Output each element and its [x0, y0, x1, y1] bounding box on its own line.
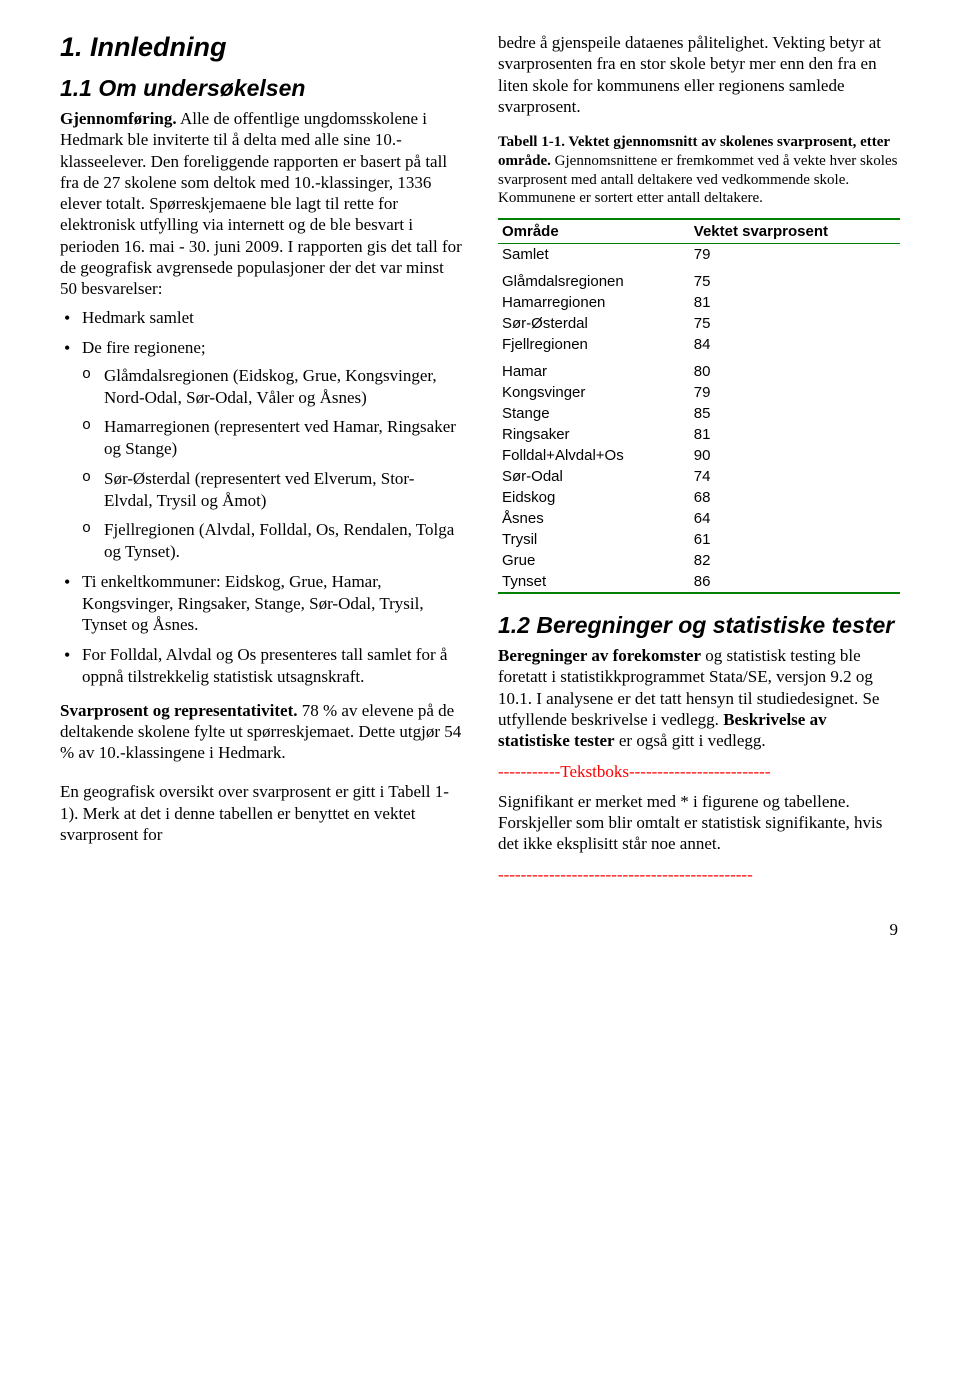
para-calc-rest2: er også gitt i vedlegg. [615, 731, 766, 750]
table-cell-area: Folldal+Alvdal+Os [498, 445, 690, 466]
bullet-item: For Folldal, Alvdal og Os presenteres ta… [60, 644, 462, 688]
sub-bullet-list: Glåmdalsregionen (Eidskog, Grue, Kongsvi… [82, 365, 462, 563]
sub-bullet-item: Fjellregionen (Alvdal, Folldal, Os, Rend… [82, 519, 462, 563]
table-cell-area: Kongsvinger [498, 382, 690, 403]
paragraph-overview: En geografisk oversikt over svarprosent … [60, 781, 462, 845]
sub-bullet-item: Glåmdalsregionen (Eidskog, Grue, Kongsvi… [82, 365, 462, 409]
table-row: Folldal+Alvdal+Os90 [498, 445, 900, 466]
para-calc-bold: Beregninger av forekomster [498, 646, 701, 665]
table-row: Sør-Østerdal75 [498, 313, 900, 334]
table-body: Samlet79Glåmdalsregionen75Hamarregionen8… [498, 244, 900, 594]
para-lead-bold: Gjennomføring. [60, 109, 177, 128]
table-cell-value: 86 [690, 571, 900, 593]
table-row: Åsnes64 [498, 508, 900, 529]
table-cell-area: Sør-Østerdal [498, 313, 690, 334]
table-row: Stange85 [498, 403, 900, 424]
table-cell-value: 68 [690, 487, 900, 508]
heading-1-1: 1.1 Om undersøkelsen [60, 75, 462, 102]
table-cell-area: Glåmdalsregionen [498, 271, 690, 292]
table-header-row: Område Vektet svarprosent [498, 219, 900, 244]
table-cell-area: Samlet [498, 244, 690, 272]
table-cell-value: 74 [690, 466, 900, 487]
bullet-list: Hedmark samlet De fire regionene; Glåmda… [60, 307, 462, 687]
red-divider-top: -----------Tekstboks--------------------… [498, 761, 900, 782]
table-cell-area: Tynset [498, 571, 690, 593]
table-row: Ringsaker81 [498, 424, 900, 445]
page-number: 9 [60, 920, 900, 940]
table-cell-area: Trysil [498, 529, 690, 550]
table-cell-value: 64 [690, 508, 900, 529]
response-table: Område Vektet svarprosent Samlet79Glåmda… [498, 218, 900, 594]
table-header-area: Område [498, 219, 690, 244]
para-response-bold: Svarprosent og representativitet. [60, 701, 298, 720]
table-cell-area: Åsnes [498, 508, 690, 529]
bullet-text: De fire regionene; [82, 338, 206, 357]
bullet-item: Ti enkeltkommuner: Eidskog, Grue, Hamar,… [60, 571, 462, 636]
table-cell-area: Fjellregionen [498, 334, 690, 361]
table-cell-value: 90 [690, 445, 900, 466]
table-row: Glåmdalsregionen75 [498, 271, 900, 292]
table-cell-area: Stange [498, 403, 690, 424]
bullet-item: De fire regionene; Glåmdalsregionen (Eid… [60, 337, 462, 563]
table-row: Tynset86 [498, 571, 900, 593]
table-cell-value: 81 [690, 292, 900, 313]
paragraph-weighting: bedre å gjenspeile dataenes pålitelighet… [498, 32, 900, 117]
table-row: Trysil61 [498, 529, 900, 550]
table-cell-area: Ringsaker [498, 424, 690, 445]
table-cell-value: 84 [690, 334, 900, 361]
table-cell-value: 85 [690, 403, 900, 424]
bullet-item: Hedmark samlet [60, 307, 462, 329]
red-divider-bottom: ----------------------------------------… [498, 864, 900, 885]
caption-rest: Gjennomsnittene er fremkommet ved å vekt… [498, 153, 897, 207]
sub-bullet-item: Hamarregionen (representert ved Hamar, R… [82, 416, 462, 460]
table-row: Eidskog68 [498, 487, 900, 508]
table-cell-value: 80 [690, 361, 900, 382]
table-cell-area: Sør-Odal [498, 466, 690, 487]
table-row: Samlet79 [498, 244, 900, 272]
paragraph-response: Svarprosent og representativitet. 78 % a… [60, 700, 462, 764]
right-column: bedre å gjenspeile dataenes pålitelighet… [498, 32, 900, 894]
table-cell-value: 79 [690, 382, 900, 403]
table-cell-value: 82 [690, 550, 900, 571]
table-cell-area: Eidskog [498, 487, 690, 508]
table-cell-value: 61 [690, 529, 900, 550]
table-row: Fjellregionen84 [498, 334, 900, 361]
heading-1: 1. Innledning [60, 32, 462, 63]
paragraph-intro: Gjennomføring. Alle de offentlige ungdom… [60, 108, 462, 299]
table-row: Hamar80 [498, 361, 900, 382]
two-column-layout: 1. Innledning 1.1 Om undersøkelsen Gjenn… [60, 32, 900, 894]
para-lead-rest: Alle de offentlige ungdomsskolene i Hedm… [60, 109, 462, 298]
table-row: Sør-Odal74 [498, 466, 900, 487]
table-cell-area: Grue [498, 550, 690, 571]
paragraph-calculations: Beregninger av forekomster og statistisk… [498, 645, 900, 751]
table-row: Grue82 [498, 550, 900, 571]
table-header-value: Vektet svarprosent [690, 219, 900, 244]
table-row: Hamarregionen81 [498, 292, 900, 313]
table-cell-area: Hamarregionen [498, 292, 690, 313]
table-caption: Tabell 1-1. Vektet gjennomsnitt av skole… [498, 133, 900, 208]
sub-bullet-item: Sør-Østerdal (representert ved Elverum, … [82, 468, 462, 512]
table-cell-value: 79 [690, 244, 900, 272]
table-row: Kongsvinger79 [498, 382, 900, 403]
left-column: 1. Innledning 1.1 Om undersøkelsen Gjenn… [60, 32, 462, 894]
paragraph-significance: Signifikant er merket med * i figurene o… [498, 791, 900, 855]
table-cell-value: 75 [690, 313, 900, 334]
table-cell-area: Hamar [498, 361, 690, 382]
heading-1-2: 1.2 Beregninger og statistiske tester [498, 612, 900, 639]
table-cell-value: 81 [690, 424, 900, 445]
table-cell-value: 75 [690, 271, 900, 292]
